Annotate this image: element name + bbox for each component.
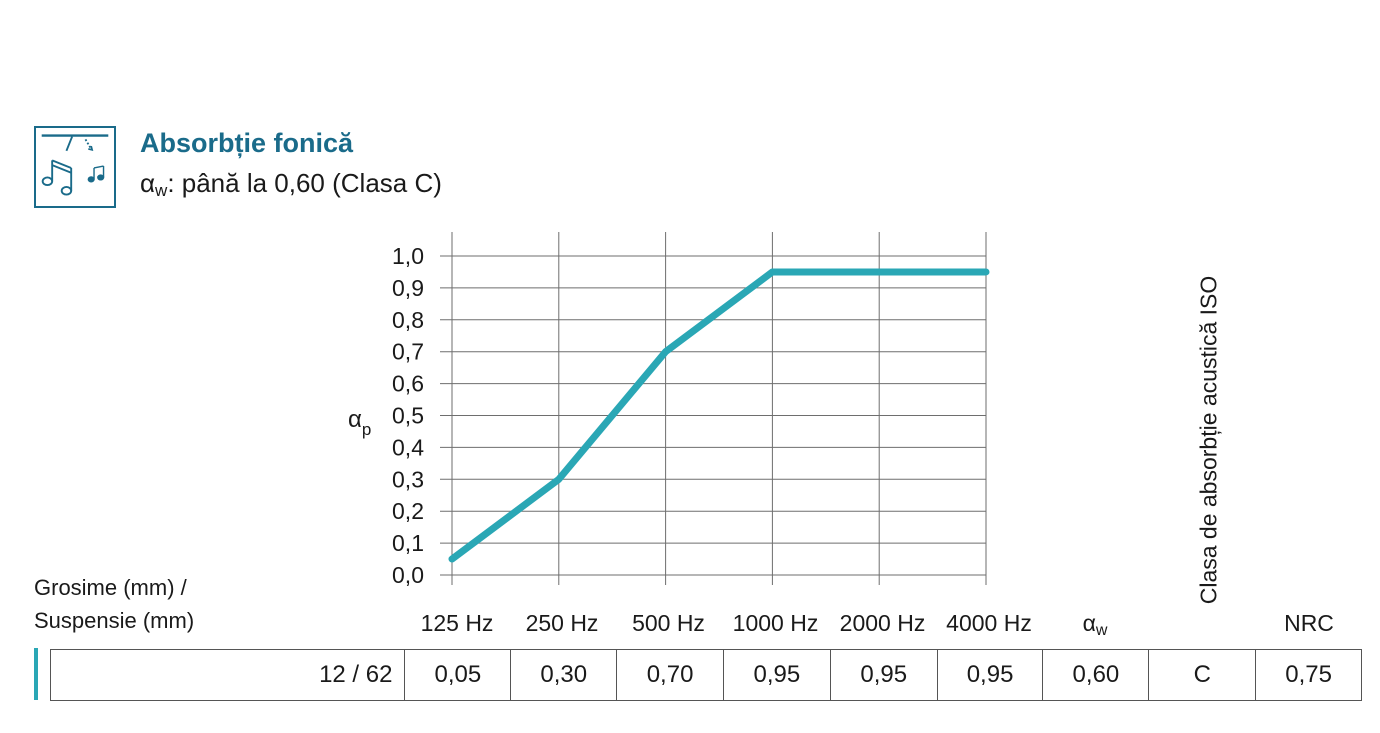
y-axis-label-sub: p bbox=[362, 420, 371, 439]
col-head-aw-main: α bbox=[1082, 610, 1096, 636]
y-tick-label: 1,0 bbox=[392, 243, 424, 269]
cell-iso-class: C bbox=[1148, 650, 1255, 700]
col-head-1000: 1000 Hz bbox=[732, 610, 819, 636]
y-tick-label: 0,0 bbox=[392, 562, 424, 588]
col-head-aw-sub: w bbox=[1095, 622, 1108, 639]
col-head-2000: 2000 Hz bbox=[839, 610, 926, 636]
values-table-row: 12 / 62 0,05 0,30 0,70 0,95 0,95 0,95 0,… bbox=[50, 649, 1362, 701]
row-accent-bar bbox=[34, 648, 38, 700]
col-head-nrc: NRC bbox=[1284, 610, 1334, 636]
col-head-125: 125 Hz bbox=[420, 610, 494, 636]
series-line bbox=[448, 268, 990, 563]
row-label-line2: Suspensie (mm) bbox=[34, 608, 195, 633]
y-tick-label: 0,1 bbox=[392, 530, 424, 556]
y-tick-label: 0,5 bbox=[392, 403, 424, 429]
y-tick-label: 0,3 bbox=[392, 466, 424, 492]
y-axis-label-main: α bbox=[348, 406, 362, 433]
col-head-500: 500 Hz bbox=[632, 610, 705, 636]
col-head-250: 250 Hz bbox=[525, 610, 599, 636]
cell-250: 0,30 bbox=[510, 650, 616, 700]
cell-2000: 0,95 bbox=[829, 650, 937, 700]
y-tick-label: 0,6 bbox=[392, 371, 424, 397]
alpha-symbol: α bbox=[140, 168, 156, 198]
weighted-absorption-summary: αw: până la 0,60 (Clasa C) bbox=[140, 168, 442, 201]
chart-grid bbox=[440, 232, 987, 585]
chart-series bbox=[448, 268, 990, 563]
cell-1000: 0,95 bbox=[722, 650, 830, 700]
y-axis-label: αp bbox=[348, 406, 371, 439]
y-tick-label: 0,8 bbox=[392, 307, 424, 333]
cell-nrc: 0,75 bbox=[1255, 650, 1361, 700]
iso-class-label: Clasa de absorbție acustică ISO bbox=[1195, 275, 1222, 605]
alpha-subscript: w bbox=[155, 181, 168, 200]
col-head-4000: 4000 Hz bbox=[946, 610, 1032, 636]
acoustic-absorption-icon bbox=[34, 126, 116, 208]
col-head-aw: αw bbox=[1042, 610, 1148, 640]
row-label: Grosime (mm) / Suspensie (mm) bbox=[34, 571, 194, 637]
cell-125: 0,05 bbox=[404, 650, 510, 700]
row-label-line1: Grosime (mm) / bbox=[34, 575, 187, 600]
y-tick-label: 0,4 bbox=[392, 434, 424, 460]
y-tick-label: 0,2 bbox=[392, 498, 424, 524]
y-axis-ticks: 0,0 0,1 0,2 0,3 0,4 0,5 0,6 0,7 0,8 0,9 1,0 bbox=[392, 243, 424, 588]
y-tick-label: 0,9 bbox=[392, 275, 424, 301]
cell-500: 0,70 bbox=[616, 650, 723, 700]
cell-4000: 0,95 bbox=[936, 650, 1043, 700]
cell-thickness: 12 / 62 bbox=[319, 661, 393, 688]
section-title: Absorbție fonică bbox=[140, 128, 354, 158]
summary-text: : până la 0,60 (Clasa C) bbox=[167, 168, 442, 198]
cell-aw: 0,60 bbox=[1042, 650, 1148, 700]
y-tick-label: 0,7 bbox=[392, 339, 424, 365]
